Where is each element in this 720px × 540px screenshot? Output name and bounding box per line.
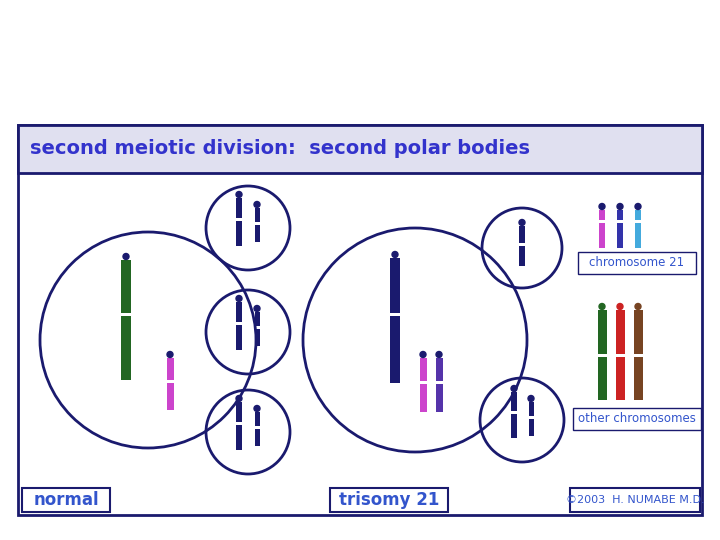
Bar [635, 223, 641, 248]
Bar [18, 125, 702, 173]
Circle shape [236, 192, 242, 198]
Bar [420, 384, 426, 412]
Bar [236, 198, 242, 218]
Bar [573, 408, 701, 430]
Bar [254, 208, 259, 222]
Bar [511, 392, 517, 411]
Circle shape [528, 395, 534, 402]
Bar [22, 488, 110, 512]
Bar [570, 488, 700, 512]
Bar [121, 260, 131, 313]
Circle shape [167, 352, 173, 357]
Text: normal: normal [33, 491, 99, 509]
Text: other chromosomes: other chromosomes [578, 413, 696, 426]
Bar [254, 429, 259, 446]
Bar [617, 223, 623, 248]
Bar [635, 210, 641, 220]
Bar [236, 425, 242, 450]
Bar [166, 383, 174, 410]
Text: ©2003  H. NUMABE M.D.: ©2003 H. NUMABE M.D. [566, 495, 704, 505]
Circle shape [236, 295, 242, 301]
Bar [598, 310, 606, 354]
Bar [634, 310, 642, 354]
Bar [436, 358, 443, 381]
Bar [236, 402, 242, 422]
Bar [528, 402, 534, 416]
Circle shape [420, 352, 426, 357]
Bar [617, 210, 623, 220]
Circle shape [599, 204, 605, 210]
Circle shape [511, 386, 517, 392]
Bar [578, 252, 696, 274]
Bar [436, 384, 443, 412]
Bar [634, 356, 642, 400]
Bar [599, 210, 605, 220]
Bar [616, 310, 624, 354]
Circle shape [436, 352, 442, 357]
Circle shape [519, 219, 525, 226]
Bar [519, 246, 525, 266]
Bar [519, 226, 525, 242]
Bar [616, 356, 624, 400]
Circle shape [392, 252, 398, 258]
Bar [420, 358, 426, 381]
Text: trisomy 21: trisomy 21 [339, 491, 439, 509]
Bar [254, 312, 259, 326]
Circle shape [123, 253, 129, 260]
Circle shape [635, 303, 641, 309]
Bar [254, 412, 259, 426]
Circle shape [254, 201, 260, 207]
Circle shape [617, 303, 623, 309]
Circle shape [254, 306, 260, 312]
Bar [254, 225, 259, 242]
Bar [511, 414, 517, 438]
Circle shape [599, 303, 605, 309]
Circle shape [617, 204, 623, 210]
Bar [390, 316, 400, 383]
Bar [599, 223, 605, 248]
Bar [254, 329, 259, 346]
Circle shape [236, 395, 242, 402]
Circle shape [635, 204, 641, 210]
Bar [236, 221, 242, 246]
Bar [236, 325, 242, 350]
Bar [121, 315, 131, 380]
Text: second meiotic division:  second polar bodies: second meiotic division: second polar bo… [30, 139, 530, 159]
Bar [390, 258, 400, 313]
Text: chromosome 21: chromosome 21 [590, 256, 685, 269]
Bar [236, 302, 242, 322]
Bar [330, 488, 448, 512]
Bar [528, 419, 534, 436]
Circle shape [254, 406, 260, 411]
Bar [18, 125, 702, 515]
Bar [598, 356, 606, 400]
Bar [166, 358, 174, 380]
